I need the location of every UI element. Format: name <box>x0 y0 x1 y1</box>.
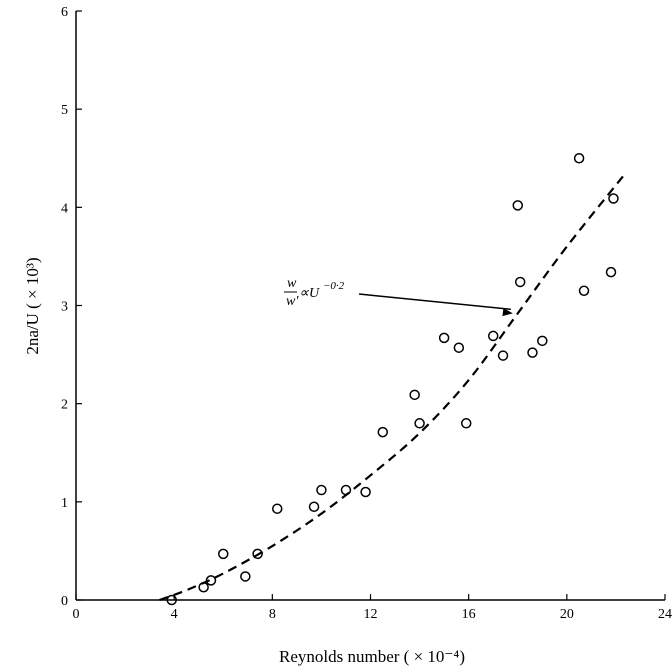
data-point <box>377 426 389 438</box>
data-point <box>198 581 209 593</box>
data-point <box>537 335 548 347</box>
fit-curve-layer <box>159 172 627 602</box>
annotation-arrow <box>358 293 511 311</box>
data-point <box>308 501 320 512</box>
x-tick-label: 8 <box>269 607 276 622</box>
x-tick-label: 20 <box>560 607 574 622</box>
y-tick-label: 5 <box>61 103 68 118</box>
data-point <box>573 153 585 164</box>
fit-curve <box>159 172 627 602</box>
x-tick-label: 24 <box>658 607 672 622</box>
data-point <box>578 285 590 297</box>
annotation-exponent: −0·2 <box>323 280 345 292</box>
data-point <box>512 200 523 211</box>
y-tick-label: 4 <box>61 201 68 216</box>
data-point <box>316 484 327 496</box>
data-point <box>166 594 177 606</box>
data-point <box>527 347 538 358</box>
annotation-denominator: w' <box>286 294 299 309</box>
x-tick-label: 4 <box>171 607 178 622</box>
y-tick-label: 0 <box>61 594 68 609</box>
x-axis-title: Reynolds number ( × 10⁻⁴) <box>279 647 465 666</box>
annotation-layer: w w' ∝U −0·2 <box>284 276 513 317</box>
data-point <box>608 193 619 204</box>
x-tick-label: 0 <box>73 607 80 622</box>
annotation-numerator: w <box>287 276 297 291</box>
x-tick-label: 12 <box>364 607 378 622</box>
y-tick-label: 2 <box>61 398 68 413</box>
data-point <box>205 575 217 586</box>
annotation-arrowhead <box>502 308 513 317</box>
data-points-layer <box>166 153 619 606</box>
data-point <box>438 332 450 344</box>
x-tick-label: 16 <box>462 607 476 622</box>
data-point <box>340 484 352 496</box>
data-point <box>271 503 283 514</box>
y-tick-label: 3 <box>61 300 68 315</box>
data-point <box>414 418 425 429</box>
data-point <box>252 548 263 560</box>
y-axis-title: 2na/U ( × 10³) <box>23 257 42 354</box>
data-point <box>453 342 465 353</box>
data-point <box>497 350 509 361</box>
data-point <box>409 389 420 401</box>
annotation-relation: ∝U <box>299 286 320 301</box>
data-point <box>514 276 526 288</box>
y-tick-label: 6 <box>61 5 68 20</box>
data-point <box>487 330 499 342</box>
data-point <box>218 548 229 560</box>
data-point <box>605 266 617 278</box>
y-tick-label: 1 <box>61 496 68 511</box>
data-point <box>360 486 371 498</box>
data-point <box>240 571 251 582</box>
data-point <box>460 418 472 429</box>
